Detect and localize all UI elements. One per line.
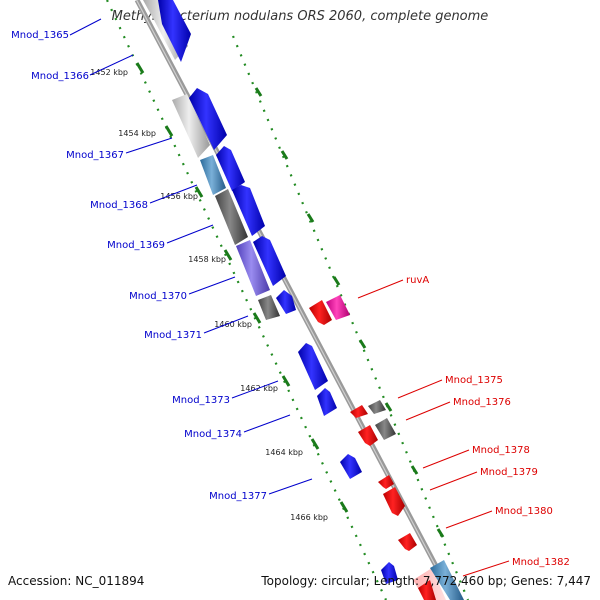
svg-text:ruvA: ruvA xyxy=(406,275,429,286)
label-mnod-1376[interactable]: Mnod_1376 xyxy=(405,397,511,421)
gene-ruva-b[interactable] xyxy=(326,295,350,320)
label-mnod-1378[interactable]: Mnod_1378 xyxy=(422,445,530,469)
label-mnod-1375[interactable]: Mnod_1375 xyxy=(397,375,503,399)
gene-mnod-1371-a[interactable] xyxy=(258,295,280,320)
gene-mnod-1375-a[interactable] xyxy=(350,405,368,418)
label-mnod-1382[interactable]: Mnod_1382 xyxy=(462,557,570,577)
label-mnod-1367[interactable]: Mnod_1367 xyxy=(66,137,173,161)
gene-mnod-1377[interactable] xyxy=(340,454,362,479)
kbp-tick-1464: 1464 kbp xyxy=(265,438,320,457)
gene-mnod-1370-a[interactable] xyxy=(236,240,270,296)
gene-mnod-1368-b[interactable] xyxy=(216,146,245,191)
gene-bottom-blue[interactable] xyxy=(381,562,398,584)
svg-text:Mnod_1366: Mnod_1366 xyxy=(31,71,89,82)
kbp-tick-label: 1460 kbp xyxy=(214,320,252,329)
gene-ruva-a[interactable] xyxy=(309,300,332,325)
gene-mnod-1379[interactable] xyxy=(383,487,405,516)
label-ruva[interactable]: ruvA xyxy=(357,275,429,299)
svg-text:Mnod_1378: Mnod_1378 xyxy=(472,445,530,456)
gene-mnod-1367-b[interactable] xyxy=(189,88,227,150)
outer-track-ticks xyxy=(254,87,445,538)
gene-mnod-1369-a[interactable] xyxy=(215,189,248,245)
kbp-tick-label: 1454 kbp xyxy=(118,129,156,138)
accession-text: Accession: NC_011894 xyxy=(8,574,145,588)
kbp-tick-1454: 1454 kbp xyxy=(118,125,174,138)
label-mnod-1366[interactable]: Mnod_1366 xyxy=(31,54,134,82)
kbp-tick-1456: 1456 kbp xyxy=(160,186,204,201)
label-mnod-1373[interactable]: Mnod_1373 xyxy=(172,380,279,406)
svg-text:Mnod_1367: Mnod_1367 xyxy=(66,150,124,161)
svg-text:Mnod_1382: Mnod_1382 xyxy=(512,557,570,568)
kbp-tick-label: 1452 kbp xyxy=(90,68,128,77)
gene-mnod-1376-b[interactable] xyxy=(375,418,396,440)
kbp-tick-1460: 1460 kbp xyxy=(214,312,262,329)
svg-text:Mnod_1365: Mnod_1365 xyxy=(11,30,69,41)
svg-text:Mnod_1377: Mnod_1377 xyxy=(209,491,267,502)
svg-text:Mnod_1376: Mnod_1376 xyxy=(453,397,511,408)
svg-text:Mnod_1380: Mnod_1380 xyxy=(495,506,553,517)
svg-text:Mnod_1379: Mnod_1379 xyxy=(480,467,538,478)
scale-track-outer xyxy=(231,35,470,600)
gene-mnod-1374[interactable] xyxy=(317,388,337,416)
kbp-tick-1452: 1452 kbp xyxy=(90,62,145,77)
scale-track-inner xyxy=(106,0,387,600)
kbp-tick-label: 1464 kbp xyxy=(265,448,303,457)
label-mnod-1377[interactable]: Mnod_1377 xyxy=(209,478,313,502)
kbp-tick-label: 1466 kbp xyxy=(290,513,328,522)
kbp-tick-label: 1458 kbp xyxy=(188,255,226,264)
label-mnod-1365[interactable]: Mnod_1365 xyxy=(11,18,102,41)
label-mnod-1380[interactable]: Mnod_1380 xyxy=(445,506,553,529)
gene-mnod-1382-b[interactable] xyxy=(430,560,464,600)
gene-mnod-1380[interactable] xyxy=(398,533,417,551)
gene-mnod-1368-a[interactable] xyxy=(200,155,226,195)
gene-mnod-1369-b[interactable] xyxy=(232,185,265,236)
svg-text:Mnod_1373: Mnod_1373 xyxy=(172,395,230,406)
label-mnod-1368[interactable]: Mnod_1368 xyxy=(90,184,198,211)
gene-mnod-1378[interactable] xyxy=(378,475,394,489)
gene-mnod-1373[interactable] xyxy=(298,343,328,390)
kbp-tick-1466: 1466 kbp xyxy=(290,501,349,522)
label-mnod-1374[interactable]: Mnod_1374 xyxy=(184,414,291,440)
svg-text:Mnod_1370: Mnod_1370 xyxy=(129,291,187,302)
kbp-tick-1458: 1458 kbp xyxy=(188,249,233,264)
label-mnod-1371[interactable]: Mnod_1371 xyxy=(144,315,249,341)
svg-text:Mnod_1369: Mnod_1369 xyxy=(107,240,165,251)
gene-mnod-1367-a[interactable] xyxy=(172,94,210,158)
label-mnod-1369[interactable]: Mnod_1369 xyxy=(107,224,214,251)
gene-mnod-1375-b[interactable] xyxy=(368,400,386,414)
kbp-tick-label: 1456 kbp xyxy=(160,192,198,201)
kbp-tick-label: 1462 kbp xyxy=(240,384,278,393)
svg-text:Mnod_1368: Mnod_1368 xyxy=(90,200,148,211)
gene-mnod-1371-b[interactable] xyxy=(276,290,296,314)
svg-text:Mnod_1371: Mnod_1371 xyxy=(144,330,202,341)
genome-summary-text: Topology: circular; Length: 7,772,460 bp… xyxy=(261,574,591,588)
gene-mnod-1365[interactable] xyxy=(143,0,191,62)
kbp-tick-1462: 1462 kbp xyxy=(240,375,291,393)
gene-mnod-1370-b[interactable] xyxy=(253,236,286,286)
label-mnod-1379[interactable]: Mnod_1379 xyxy=(429,467,538,491)
svg-text:Mnod_1374: Mnod_1374 xyxy=(184,429,242,440)
gene-mnod-1376-a[interactable] xyxy=(358,425,378,446)
genome-title: Methylobacterium nodulans ORS 2060, comp… xyxy=(111,9,489,24)
gene-mnod-1382-a[interactable] xyxy=(413,568,446,600)
label-mnod-1370[interactable]: Mnod_1370 xyxy=(129,276,236,302)
svg-text:Mnod_1375: Mnod_1375 xyxy=(445,375,503,386)
